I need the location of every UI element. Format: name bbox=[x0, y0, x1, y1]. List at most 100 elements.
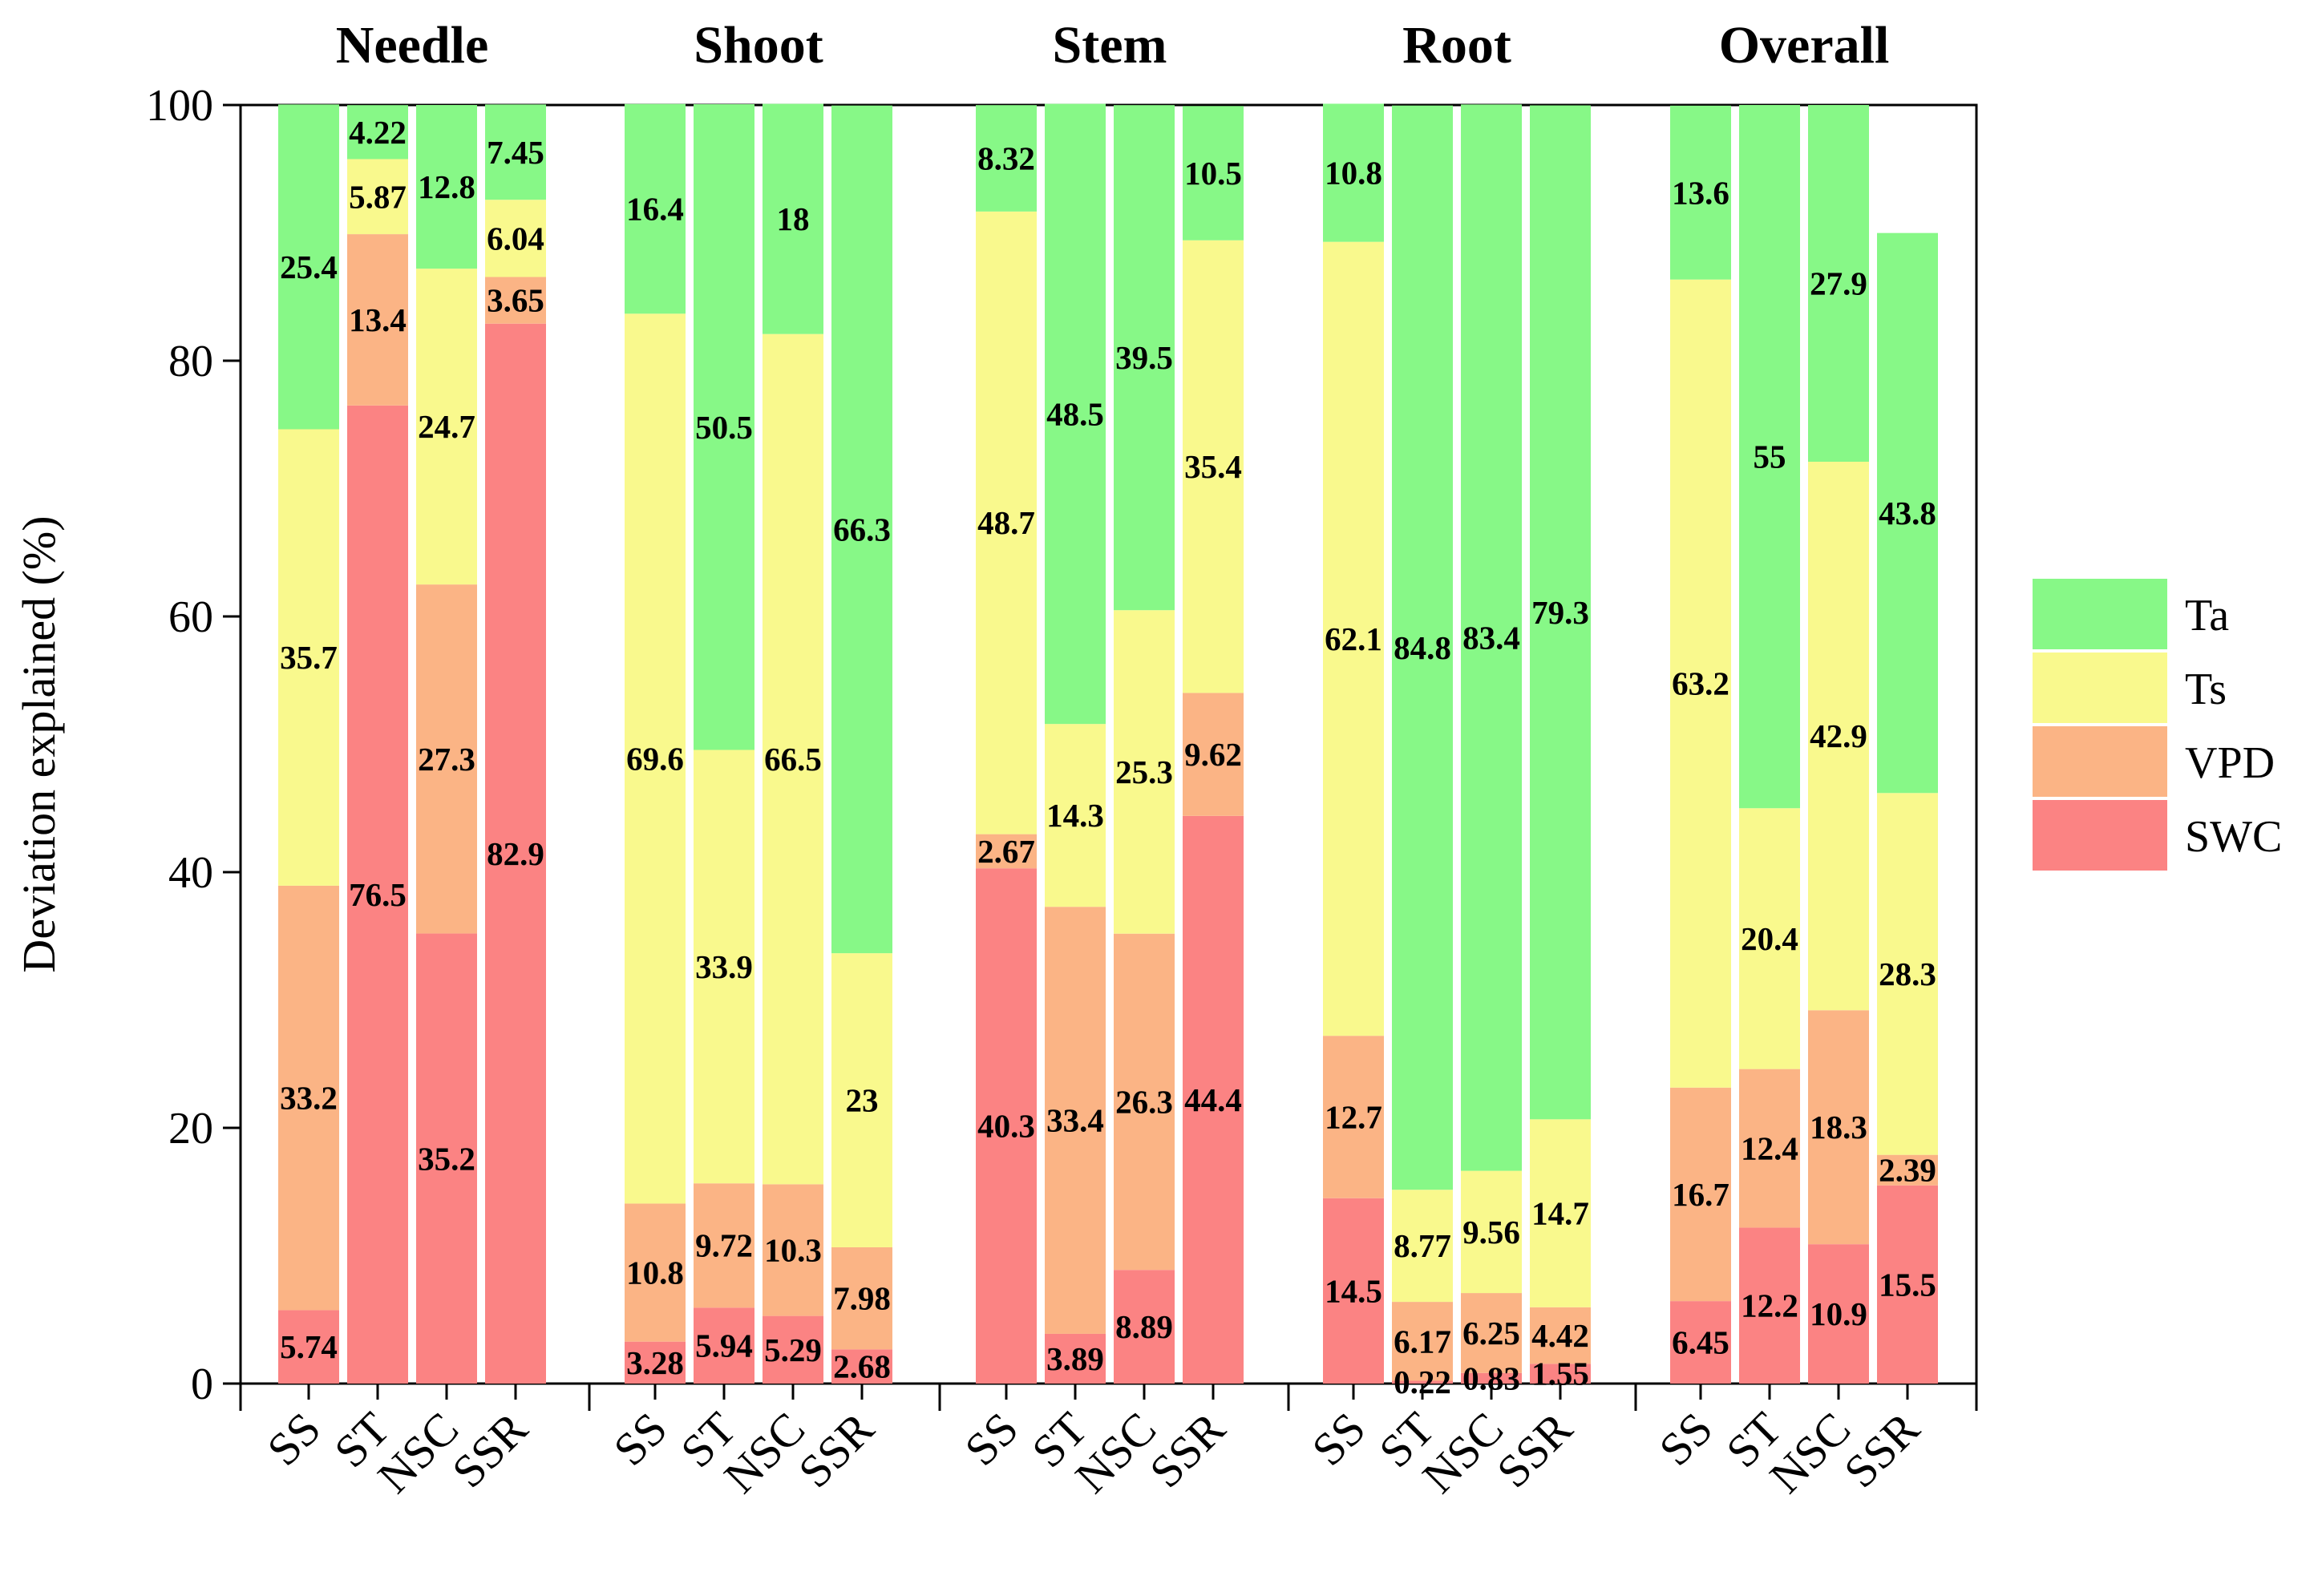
data-label-vpd: 4.42 bbox=[1531, 1317, 1589, 1354]
data-label-vpd: 18.3 bbox=[1810, 1109, 1867, 1145]
data-label-ts: 23 bbox=[846, 1082, 879, 1119]
bar-segment-ta bbox=[976, 105, 1037, 212]
data-label-vpd: 12.7 bbox=[1325, 1098, 1382, 1135]
bar-segment-vpd bbox=[763, 1184, 823, 1316]
bar-segment-ts bbox=[1877, 793, 1938, 1155]
data-label-ts: 28.3 bbox=[1879, 956, 1936, 992]
bar-segment-vpd bbox=[485, 277, 546, 324]
data-label-swc: 6.45 bbox=[1672, 1324, 1729, 1361]
bar-segment-swc bbox=[278, 1310, 339, 1384]
bar-segment-ts bbox=[1045, 724, 1106, 907]
bar-segment-vpd bbox=[1114, 933, 1175, 1271]
bar-segment-ts bbox=[1392, 1190, 1453, 1303]
data-label-ts: 69.6 bbox=[626, 740, 684, 777]
bar-segment-vpd bbox=[416, 584, 477, 934]
data-label-ta: 84.8 bbox=[1394, 629, 1451, 666]
category-label: SS bbox=[257, 1402, 331, 1476]
bar-segment-vpd bbox=[625, 1203, 686, 1342]
bar-segment-ts bbox=[416, 269, 477, 585]
data-label-ta: 16.4 bbox=[626, 191, 684, 228]
data-label-swc: 2.68 bbox=[833, 1348, 891, 1385]
bar-segment-ta bbox=[625, 103, 686, 314]
data-label-ta: 18 bbox=[777, 200, 810, 237]
category-label: SS bbox=[1302, 1402, 1376, 1476]
data-label-vpd: 33.4 bbox=[1046, 1102, 1104, 1139]
data-label-vpd: 10.3 bbox=[764, 1231, 822, 1268]
bar-segment-ts bbox=[1183, 240, 1244, 693]
data-label-ta: 10.5 bbox=[1184, 155, 1242, 192]
bar-segment-ta bbox=[1461, 104, 1522, 1171]
bar-segment-swc bbox=[416, 933, 477, 1384]
bar-segment-ta bbox=[1183, 106, 1244, 240]
bar-segment-ts bbox=[1530, 1119, 1591, 1307]
data-label-ts: 24.7 bbox=[418, 408, 475, 445]
data-label-swc: 3.89 bbox=[1046, 1340, 1104, 1377]
data-label-vpd: 16.7 bbox=[1672, 1176, 1729, 1213]
bar-segment-swc bbox=[1392, 1380, 1453, 1384]
data-label-ts: 20.4 bbox=[1741, 920, 1798, 957]
bar-segment-swc bbox=[694, 1307, 754, 1384]
data-label-ts: 35.7 bbox=[280, 639, 338, 676]
bar-segment-ts bbox=[831, 953, 892, 1247]
legend-swatch-vpd bbox=[2033, 726, 2167, 797]
group-title-overall: Overall bbox=[1719, 16, 1890, 75]
bar-segment-vpd bbox=[831, 1246, 892, 1350]
bar-segment-ts bbox=[1323, 241, 1384, 1036]
data-label-swc: 82.9 bbox=[487, 835, 544, 872]
bar-segment-vpd bbox=[347, 234, 408, 406]
bar-segment-swc bbox=[1739, 1227, 1800, 1384]
data-label-ta: 55 bbox=[1754, 438, 1786, 475]
bar-segment-swc bbox=[1877, 1185, 1938, 1384]
data-label-ta: 79.3 bbox=[1531, 594, 1589, 631]
bar-segment-vpd bbox=[1808, 1010, 1869, 1245]
y-tick-label: 40 bbox=[168, 848, 213, 898]
data-label-ta: 7.45 bbox=[487, 134, 544, 171]
plot-frame bbox=[239, 103, 1978, 1385]
data-label-ts: 33.9 bbox=[695, 948, 753, 985]
data-label-ta: 39.5 bbox=[1115, 339, 1173, 376]
bar-segment-vpd bbox=[1877, 1154, 1938, 1186]
bar-segment-vpd bbox=[1739, 1069, 1800, 1228]
y-tick-label: 80 bbox=[168, 337, 213, 386]
data-label-vpd: 13.4 bbox=[349, 301, 407, 338]
data-label-ts: 6.04 bbox=[487, 220, 544, 257]
bar-segment-ta bbox=[1877, 232, 1938, 794]
data-label-ts: 8.77 bbox=[1394, 1227, 1451, 1264]
y-tick-label: 60 bbox=[168, 592, 213, 642]
data-label-ta: 50.5 bbox=[695, 409, 753, 446]
category-label: SS bbox=[955, 1402, 1029, 1476]
bar-segment-vpd bbox=[694, 1183, 754, 1308]
data-label-ta: 13.6 bbox=[1672, 174, 1729, 211]
data-label-vpd: 12.4 bbox=[1741, 1130, 1798, 1167]
bar-segment-ta bbox=[485, 104, 546, 200]
bar-segment-swc bbox=[347, 405, 408, 1384]
bar-segment-ts bbox=[976, 211, 1037, 834]
bar-segment-ta bbox=[1114, 105, 1175, 611]
data-label-ta: 43.8 bbox=[1879, 495, 1936, 531]
data-label-vpd: 6.17 bbox=[1394, 1323, 1451, 1360]
bar-segment-ts bbox=[1461, 1170, 1522, 1294]
y-tick-label: 20 bbox=[168, 1104, 213, 1154]
bar-segment-vpd bbox=[1670, 1087, 1731, 1302]
data-label-vpd: 6.25 bbox=[1462, 1315, 1520, 1352]
data-label-swc: 1.55 bbox=[1531, 1356, 1589, 1392]
bar-segment-swc bbox=[1323, 1198, 1384, 1384]
data-label-vpd: 33.2 bbox=[280, 1080, 338, 1117]
data-label-ts: 25.3 bbox=[1115, 754, 1173, 790]
bar-segment-vpd bbox=[1530, 1307, 1591, 1364]
data-label-vpd: 3.65 bbox=[487, 282, 544, 319]
data-label-vpd: 10.8 bbox=[626, 1255, 684, 1291]
bar-segment-vpd bbox=[976, 834, 1037, 869]
bar-segment-ta bbox=[347, 105, 408, 160]
data-label-swc: 76.5 bbox=[349, 876, 407, 913]
data-label-swc: 12.2 bbox=[1741, 1287, 1798, 1324]
data-label-vpd: 9.72 bbox=[695, 1227, 753, 1264]
legend-label-vpd: VPD bbox=[2185, 738, 2275, 788]
data-label-ts: 9.56 bbox=[1462, 1214, 1520, 1251]
bar-segment-ta bbox=[1392, 105, 1453, 1190]
bar-segment-swc bbox=[976, 868, 1037, 1384]
data-label-ta: 10.8 bbox=[1325, 155, 1382, 192]
bar-segment-vpd bbox=[1461, 1293, 1522, 1373]
bar-segment-ts bbox=[278, 429, 339, 886]
bar-segment-vpd bbox=[1392, 1302, 1453, 1381]
